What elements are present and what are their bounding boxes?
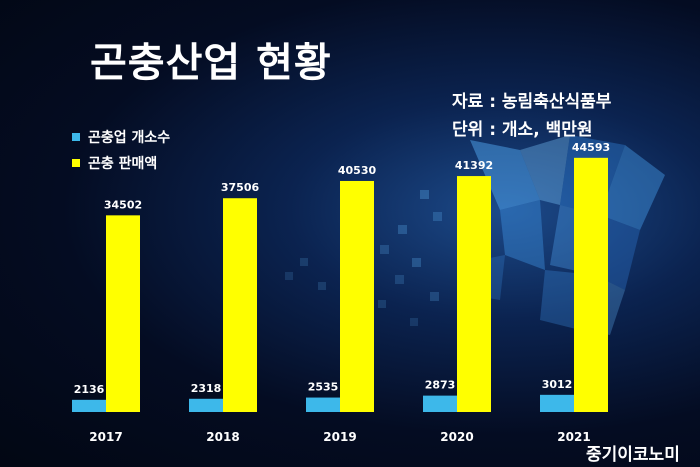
data-label-business-count: 3012 xyxy=(542,378,573,391)
data-label-business-count: 2873 xyxy=(425,379,456,392)
x-tick-label: 2021 xyxy=(557,430,590,444)
bar-sales xyxy=(457,176,491,412)
legend-item-business-count: 곤충업 개소수 xyxy=(72,124,170,150)
legend: 곤충업 개소수 곤충 판매액 xyxy=(72,124,170,176)
data-label-sales: 37506 xyxy=(221,181,260,194)
x-tick-label: 2020 xyxy=(440,430,473,444)
data-label-business-count: 2535 xyxy=(308,381,339,394)
unit-line: 단위 : 개소, 백만원 xyxy=(452,120,593,140)
bar-business-count xyxy=(72,399,106,412)
data-label-sales: 44593 xyxy=(572,141,610,154)
data-label-business-count: 2136 xyxy=(74,383,105,396)
bar-sales xyxy=(223,198,257,412)
legend-label-sales: 곤충 판매액 xyxy=(88,156,158,172)
bar-business-count xyxy=(540,394,574,412)
bar-sales xyxy=(340,180,374,412)
bar-sales xyxy=(106,215,140,412)
bar-sales xyxy=(574,157,608,412)
pixel-squares xyxy=(285,190,442,326)
x-tick-label: 2018 xyxy=(206,430,239,444)
legend-label-business-count: 곤충업 개소수 xyxy=(88,130,171,146)
x-tick-label: 2017 xyxy=(89,430,122,444)
data-label-sales: 41392 xyxy=(455,159,493,172)
legend-item-sales: 곤충 판매액 xyxy=(72,150,170,176)
legend-swatch-sales xyxy=(72,159,80,167)
publisher-watermark: 중기이코노미 xyxy=(586,445,680,465)
chart-title: 곤충산업 현황 xyxy=(90,40,332,86)
data-label-sales: 40530 xyxy=(338,164,377,177)
bar-business-count xyxy=(423,395,457,412)
x-tick-label: 2019 xyxy=(323,430,356,444)
source-line: 자료 : 농림축산식품부 xyxy=(452,92,612,112)
source-note: 자료 : 농림축산식품부 단위 : 개소, 백만원 xyxy=(452,88,611,144)
bar-business-count xyxy=(306,397,340,412)
data-label-business-count: 2318 xyxy=(191,382,222,395)
data-label-sales: 34502 xyxy=(104,198,142,211)
bar-business-count xyxy=(189,398,223,412)
legend-swatch-business-count xyxy=(72,133,80,141)
